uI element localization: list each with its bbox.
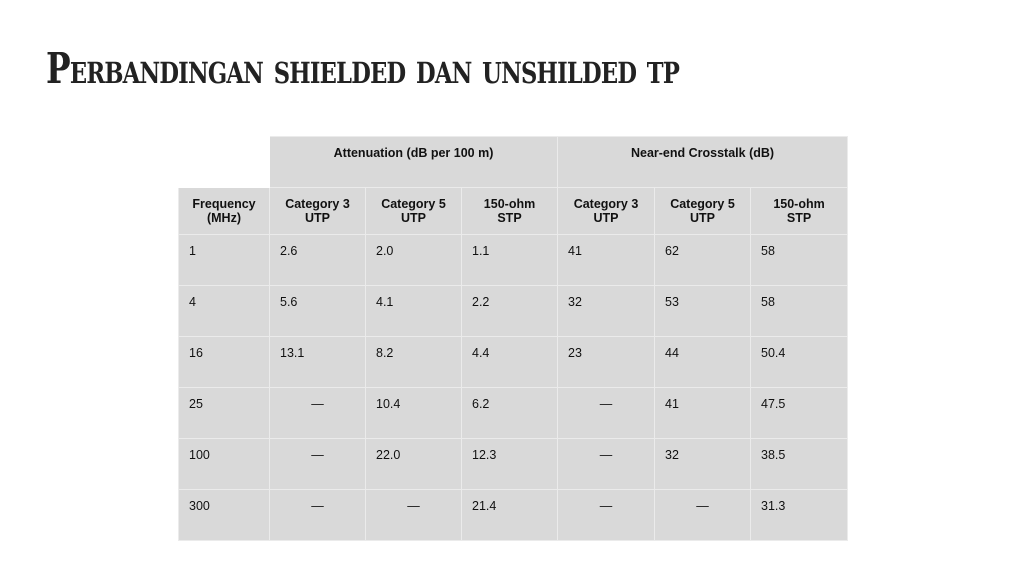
frequency-cell: 25 [178, 387, 270, 439]
data-row: 1 2.6 2.0 1.1 41 62 58 [178, 234, 849, 286]
value-cell: — [269, 438, 366, 490]
frequency-cell: 4 [178, 285, 270, 337]
value-cell: 32 [557, 285, 655, 337]
data-row: 300— —21.4— —31.3 [178, 489, 849, 541]
value-cell: 22.0 [365, 438, 462, 490]
slide-title: Perbandingan shielded dan unshilded tp [46, 44, 680, 93]
data-row: 16 13.1 8.2 4.4 23 44 50.4 [178, 336, 849, 388]
group-header: Near-end Crosstalk (dB) [556, 136, 849, 188]
frequency-cell: 1 [178, 234, 270, 286]
column-header: Category 3 UTP [557, 187, 655, 235]
value-cell: — [269, 387, 366, 439]
value-cell: 5.6 [269, 285, 366, 337]
frequency-cell: 16 [178, 336, 270, 388]
value-cell: — [557, 489, 655, 541]
value-cell: 41 [557, 234, 655, 286]
column-header: Category 3 UTP [269, 187, 366, 235]
value-cell: 23 [557, 336, 655, 388]
value-cell: 2.6 [269, 234, 366, 286]
value-cell: 44 [654, 336, 751, 388]
value-cell: 2.0 [365, 234, 462, 286]
blank-cell [178, 136, 270, 188]
data-row: 4 5.6 4.1 2.2 32 53 58 [178, 285, 849, 337]
comparison-table: Attenuation (dB per 100 m) Near-end Cross… [178, 136, 849, 541]
group-header: Attenuation (dB per 100 m) [269, 136, 558, 188]
value-cell: 53 [654, 285, 751, 337]
value-cell: 32 [654, 438, 751, 490]
value-cell: 58 [749, 285, 849, 337]
value-cell: — [654, 489, 751, 541]
column-header: Category 5 UTP [654, 187, 751, 235]
value-cell: — [557, 387, 655, 439]
value-cell: 13.1 [269, 336, 366, 388]
column-header: 150-ohm STP [749, 187, 849, 235]
value-cell: 4.1 [365, 285, 462, 337]
value-cell: 41 [654, 387, 751, 439]
data-row: 100—22.0 12.3—32 38.5 [178, 438, 849, 490]
value-cell: 1.1 [461, 234, 558, 286]
value-cell: — [365, 489, 462, 541]
value-cell: 2.2 [461, 285, 558, 337]
data-row: 25—10.4 6.2—41 47.5 [178, 387, 849, 439]
column-header: Frequency (MHz) [178, 187, 270, 235]
value-cell: 21.4 [461, 489, 558, 541]
value-cell: 4.4 [461, 336, 558, 388]
group-header-row: Attenuation (dB per 100 m) Near-end Cross… [178, 136, 849, 188]
frequency-cell: 300 [178, 489, 270, 541]
value-cell: 12.3 [461, 438, 558, 490]
column-header: Category 5 UTP [365, 187, 462, 235]
column-header: 150-ohm STP [461, 187, 558, 235]
value-cell: 62 [654, 234, 751, 286]
value-cell: 58 [749, 234, 849, 286]
value-cell: 50.4 [749, 336, 849, 388]
value-cell: 47.5 [749, 387, 849, 439]
value-cell: 8.2 [365, 336, 462, 388]
value-cell: 38.5 [749, 438, 849, 490]
value-cell: — [557, 438, 655, 490]
table-body: Attenuation (dB per 100 m) Near-end Cross… [178, 136, 849, 541]
frequency-cell: 100 [178, 438, 270, 490]
value-cell: 10.4 [365, 387, 462, 439]
value-cell: 31.3 [749, 489, 849, 541]
column-header-row: Frequency (MHz) Category 3 UTP Category 5 … [178, 187, 849, 235]
value-cell: — [269, 489, 366, 541]
value-cell: 6.2 [461, 387, 558, 439]
